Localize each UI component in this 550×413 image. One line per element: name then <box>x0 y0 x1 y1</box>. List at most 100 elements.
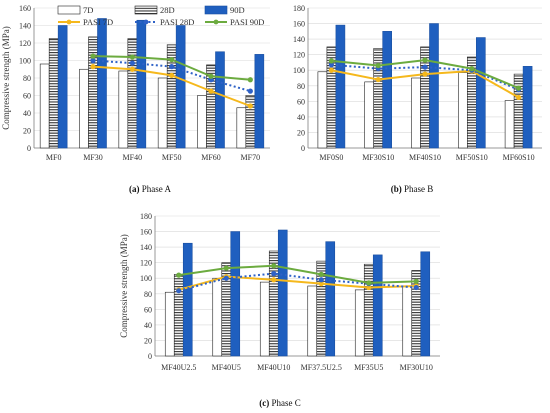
point-pasi-28d-mf40u5 <box>223 275 229 281</box>
bar-7d-mf50 <box>157 77 168 149</box>
y-tick-label: 140 <box>293 35 305 44</box>
bar-28d-mf0 <box>48 38 59 149</box>
bar-90d-mf60 <box>215 51 225 149</box>
bar-90d-mf40s10 <box>429 23 439 149</box>
y-tick-label: 160 <box>140 228 152 237</box>
y-tick-label: 20 <box>144 336 152 345</box>
legend-swatch-28d <box>134 5 158 15</box>
bar-90d-mf40u5 <box>230 231 241 357</box>
y-axis-label: Compressive strength (MPa) <box>1 26 11 130</box>
bar-90d-mf70 <box>254 54 265 149</box>
x-tick-label: MF30S10 <box>362 153 394 162</box>
bar-90d-mf50s10 <box>475 37 486 149</box>
legend-label-90d: 90D <box>230 5 245 15</box>
x-tick-label: MF35U5 <box>354 363 383 372</box>
caption-b: (b) Phase B <box>391 184 434 194</box>
bar-7d-mf30 <box>79 68 89 149</box>
x-tick-label: MF50S10 <box>456 153 488 162</box>
y-tick-label: 180 <box>293 4 305 13</box>
y-tick-label: 0 <box>148 352 152 361</box>
point-pasi-7d-mf40 <box>129 66 135 72</box>
y-tick-label: 160 <box>293 20 305 29</box>
point-pasi-7d-mf60 <box>208 88 214 94</box>
y-tick-label: 100 <box>293 66 305 75</box>
point-pasi-90d-mf40u2-5 <box>176 272 182 278</box>
bar-7d-mf40u10 <box>259 281 270 357</box>
point-pasi-90d-mf50 <box>169 57 175 63</box>
y-tick-label: 140 <box>19 22 31 31</box>
point-pasi-90d-mf60s10 <box>516 85 522 91</box>
y-tick-label: 120 <box>140 259 152 268</box>
x-tick-label: MF40U5 <box>212 363 241 372</box>
legend-marker-pasi-28d <box>143 19 149 25</box>
y-tick-label: 140 <box>140 243 152 252</box>
point-pasi-7d-mf35u5 <box>366 284 372 291</box>
bar-7d-mf37-5u2-5 <box>307 285 318 357</box>
legend-swatch-7d <box>57 5 81 15</box>
panel-b: 0 20 40 60 80 100 120 140 160 180 MF0S0 MF30S10 MF40… <box>293 4 542 162</box>
y-tick-label: 160 <box>19 4 31 13</box>
bar-7d-mf0 <box>39 63 50 149</box>
bar-7d-mf0s0 <box>317 71 328 149</box>
bar-7d-mf60 <box>197 95 207 149</box>
legend-label-7d: 7D <box>83 5 93 15</box>
bar-90d-mf37-5u2-5 <box>325 241 336 357</box>
point-pasi-7d-mf0s0 <box>328 67 334 73</box>
bar-7d-mf40s10 <box>411 77 421 149</box>
legend-label-28d: 28D <box>160 5 175 15</box>
point-pasi-90d-mf40u10 <box>271 263 277 269</box>
point-pasi-7d-mf60s10 <box>516 94 522 101</box>
x-tick-label: MF70 <box>241 153 261 162</box>
point-pasi-7d-mf30s10 <box>375 76 381 83</box>
x-tick-label: MF37.5U2.5 <box>301 363 342 372</box>
y-tick-label: 60 <box>23 92 31 101</box>
legend-label-pasi-7d: PASI 7D <box>83 17 113 27</box>
point-pasi-28d-mf40 <box>129 60 135 66</box>
bar-90d-mf0s0 <box>335 24 346 149</box>
bar-90d-mf30s10 <box>382 31 393 149</box>
bar-28d-mf40u2-5 <box>173 274 184 357</box>
x-tick-label: MF40 <box>123 153 143 162</box>
y-tick-label: 120 <box>19 39 31 48</box>
point-pasi-90d-mf37-5u2-5 <box>318 271 324 277</box>
point-pasi-90d-mf0s0 <box>328 58 334 64</box>
bar-7d-mf50s10 <box>457 72 468 149</box>
point-pasi-90d-mf30s10 <box>375 62 381 69</box>
point-pasi-90d-mf40u5 <box>223 265 229 271</box>
bar-90d-mf40u10 <box>277 229 288 357</box>
y-tick-label: 100 <box>19 57 31 66</box>
panel-c: 0 20 40 60 80 100 120 140 160 180 Compressive stre… <box>119 212 440 372</box>
bar-7d-mf60s10 <box>504 100 515 149</box>
legend-label-pasi-90d: PASI 90D <box>230 17 264 27</box>
line-pasi-90d <box>178 264 417 284</box>
legend-marker-pasi-7d <box>66 19 72 25</box>
bar-7d-mf70 <box>236 107 247 149</box>
point-pasi-90d-mf30 <box>90 53 96 59</box>
panel-a: 0 20 40 60 80 100 120 140 160 Compressive strengt… <box>1 4 270 162</box>
point-pasi-7d-mf30 <box>90 64 96 70</box>
point-pasi-90d-mf40 <box>129 54 135 60</box>
bar-7d-mf40u2-5 <box>164 291 175 357</box>
y-tick-label: 120 <box>293 51 305 60</box>
bar-90d-mf40u2-5 <box>182 242 193 357</box>
bar-90d-mf40 <box>136 19 147 149</box>
legend: 7D 28D 90D PASI 7D PASI 28D PASI 90D <box>57 5 264 27</box>
bar-90d-mf50 <box>175 25 186 149</box>
point-pasi-90d-mf35u5 <box>366 280 372 286</box>
y-tick-label: 80 <box>144 290 152 299</box>
bar-7d-mf40u5 <box>212 277 223 357</box>
point-pasi-90d-mf40s10 <box>422 57 428 63</box>
bar-7d-mf30s10 <box>364 81 375 149</box>
x-tick-label: MF40U10 <box>257 363 290 372</box>
x-tick-label: MF0S0 <box>319 153 343 162</box>
line-pasi-28d <box>178 272 417 292</box>
point-pasi-28d-mf37-5u2-5 <box>318 277 324 283</box>
legend-marker-pasi-90d <box>213 19 219 25</box>
y-tick-label: 20 <box>297 128 305 137</box>
y-tick-label: 180 <box>140 212 152 221</box>
bar-90d-mf35u5 <box>372 254 383 357</box>
point-pasi-90d-mf50s10 <box>469 66 475 72</box>
x-tick-label: MF0 <box>46 153 62 162</box>
point-pasi-7d-mf70 <box>247 103 253 109</box>
